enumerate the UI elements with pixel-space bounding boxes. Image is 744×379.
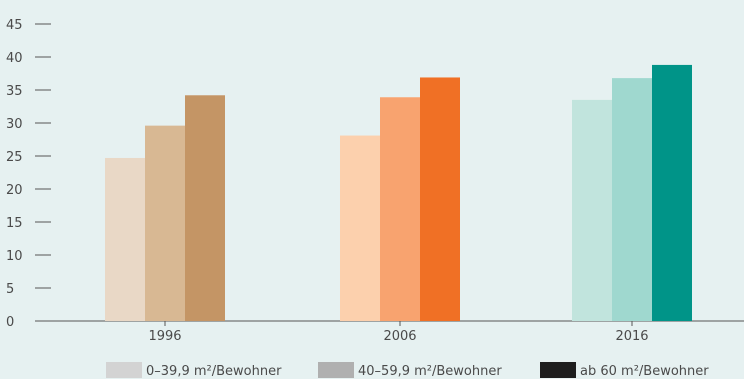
legend-label-3: ab 60 m²/Bewohner	[580, 364, 709, 379]
legend-label-1: 0–39,9 m²/Bewohner	[146, 364, 282, 379]
y-tick-label: 25	[6, 150, 23, 165]
bar-1996-series-2	[145, 125, 185, 321]
bar-2006-series-3	[420, 77, 460, 322]
x-tick-label: 2016	[615, 329, 648, 344]
x-tick-label: 1996	[148, 329, 181, 344]
legend: 0–39,9 m²/Bewohner 40–59,9 m²/Bewohner ab …	[106, 362, 709, 379]
y-tick-label: 20	[6, 183, 23, 198]
y-tick-label: 30	[6, 117, 23, 132]
legend-label-2: 40–59,9 m²/Bewohner	[358, 364, 502, 379]
y-tick-label: 35	[6, 84, 23, 99]
legend-swatch-2	[318, 362, 354, 378]
y-tick-label: 15	[6, 216, 23, 231]
y-tick-label: 10	[6, 249, 23, 264]
y-tick-label: 40	[6, 51, 23, 66]
bars	[105, 64, 692, 322]
bar-1996-series-1	[105, 157, 145, 321]
x-tick-label: 2006	[383, 329, 416, 344]
y-tick-label: 5	[6, 282, 14, 297]
y-tick-label: 0	[6, 315, 14, 330]
bar-1996-series-3	[185, 95, 225, 321]
x-axis: 1996 2006 2016	[148, 321, 649, 344]
bar-2016-series-1	[572, 99, 612, 322]
legend-swatch-1	[106, 362, 142, 378]
y-tick-label: 45	[6, 18, 23, 33]
bar-2006-series-2	[380, 97, 420, 321]
bar-2016-series-3	[652, 64, 692, 322]
bar-2006-series-1	[340, 135, 380, 321]
bar-2016-series-2	[612, 78, 652, 322]
legend-swatch-3	[540, 362, 576, 378]
